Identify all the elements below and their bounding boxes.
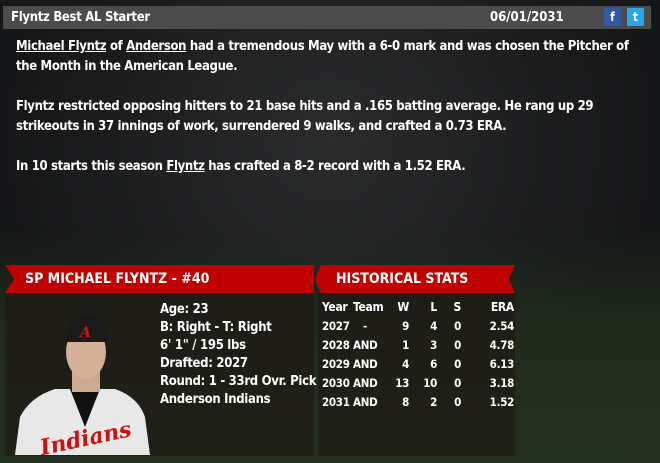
- draft-round: Round: 1 - 33rd Ovr. Pick: [160, 374, 317, 389]
- stat-cell: 2029: [322, 356, 350, 371]
- twitter-icon[interactable]: t: [627, 8, 644, 26]
- drafted: Drafted: 2027: [160, 356, 248, 371]
- headline: Flyntz Best AL Starter: [11, 10, 150, 25]
- stat-cell: 0: [454, 318, 461, 333]
- svg-text:A: A: [78, 325, 91, 341]
- table-row: 2028 AND 1 3 0 4.78: [322, 335, 514, 354]
- stat-cell: 2028: [322, 337, 350, 352]
- story-text-part: of: [106, 39, 127, 54]
- stat-cell: 2030: [322, 375, 350, 390]
- team: Anderson Indians: [160, 392, 271, 407]
- stat-cell: 6: [430, 356, 437, 371]
- stat-cell: 3: [430, 337, 437, 352]
- stat-cell: 4: [402, 356, 409, 371]
- stat-cell: 3.18: [489, 375, 515, 390]
- stat-cell: 9: [402, 318, 409, 333]
- stats-panel: [318, 293, 515, 456]
- stat-cell: 4.78: [489, 337, 515, 352]
- stat-cell: 6.13: [489, 356, 515, 371]
- stat-cell: 13: [395, 375, 409, 390]
- player-banner: SP MICHAEL FLYNTZ - #40: [5, 265, 314, 293]
- story-paragraph: Flyntz restricted opposing hitters to 21…: [16, 99, 594, 134]
- col-team: Team: [353, 299, 384, 314]
- col-w: W: [397, 299, 409, 314]
- col-s: S: [453, 299, 462, 314]
- stat-cell: 2031: [322, 394, 350, 409]
- stat-cell: 4: [430, 318, 437, 333]
- stat-cell: AND: [353, 356, 378, 371]
- bats-throws: B: Right - T: Right: [160, 320, 272, 335]
- team-link[interactable]: Anderson: [126, 39, 187, 54]
- table-row: 2031 AND 8 2 0 1.52: [322, 392, 514, 411]
- story-text-part: has crafted a 8-2 record with a 1.52 ERA…: [204, 159, 466, 174]
- stat-cell: 0: [454, 375, 461, 390]
- table-row: 2029 AND 4 6 0 6.13: [322, 354, 514, 373]
- stat-cell: AND: [353, 394, 378, 409]
- stat-cell: 2.54: [489, 318, 515, 333]
- table-row: 2027- 9 4 0 2.54: [322, 316, 514, 335]
- col-era: ERA: [490, 299, 514, 314]
- title-bar: Flyntz Best AL Starter 06/01/2031 f t: [3, 6, 651, 29]
- stat-cell: AND: [353, 375, 378, 390]
- player-link[interactable]: Flyntz: [166, 159, 205, 174]
- stat-cell: 2: [430, 394, 437, 409]
- stat-cell: 2027: [322, 318, 350, 333]
- stat-cell: 1.52: [489, 394, 515, 409]
- height-weight: 6' 1" / 195 lbs: [160, 338, 246, 353]
- player-link[interactable]: Michael Flyntz: [16, 39, 107, 54]
- date: 06/01/2031: [490, 10, 564, 25]
- stat-cell: AND: [353, 337, 378, 352]
- player-photo: A Indians: [15, 315, 150, 455]
- stat-cell: 10: [423, 375, 437, 390]
- player-info: Age: 23 B: Right - T: Right 6' 1" / 195 …: [160, 301, 317, 409]
- stat-cell: -: [363, 318, 367, 333]
- col-year: Year: [322, 299, 348, 314]
- stats-banner: HISTORICAL STATS: [315, 265, 515, 293]
- age: Age: 23: [160, 302, 209, 317]
- story-text: Michael Flyntz of Anderson had a tremend…: [16, 37, 646, 197]
- stat-cell: 0: [454, 337, 461, 352]
- story-text-part: had a tremendous May with a 6-0 mark and…: [16, 39, 629, 74]
- story-text-part: In 10 starts this season: [16, 159, 167, 174]
- stat-cell: 1: [402, 337, 409, 352]
- stat-cell: 0: [454, 394, 461, 409]
- table-row: 2030 AND 13 10 0 3.18: [322, 373, 514, 392]
- col-l: L: [430, 299, 437, 314]
- stat-cell: 8: [402, 394, 409, 409]
- facebook-icon[interactable]: f: [604, 8, 621, 26]
- table-header: Year Team W L S ERA: [322, 297, 514, 316]
- historical-stats-table: Year Team W L S ERA 2027-9 4 0 2.54 2028 AND 1…: [322, 297, 514, 411]
- stat-cell: 0: [454, 356, 461, 371]
